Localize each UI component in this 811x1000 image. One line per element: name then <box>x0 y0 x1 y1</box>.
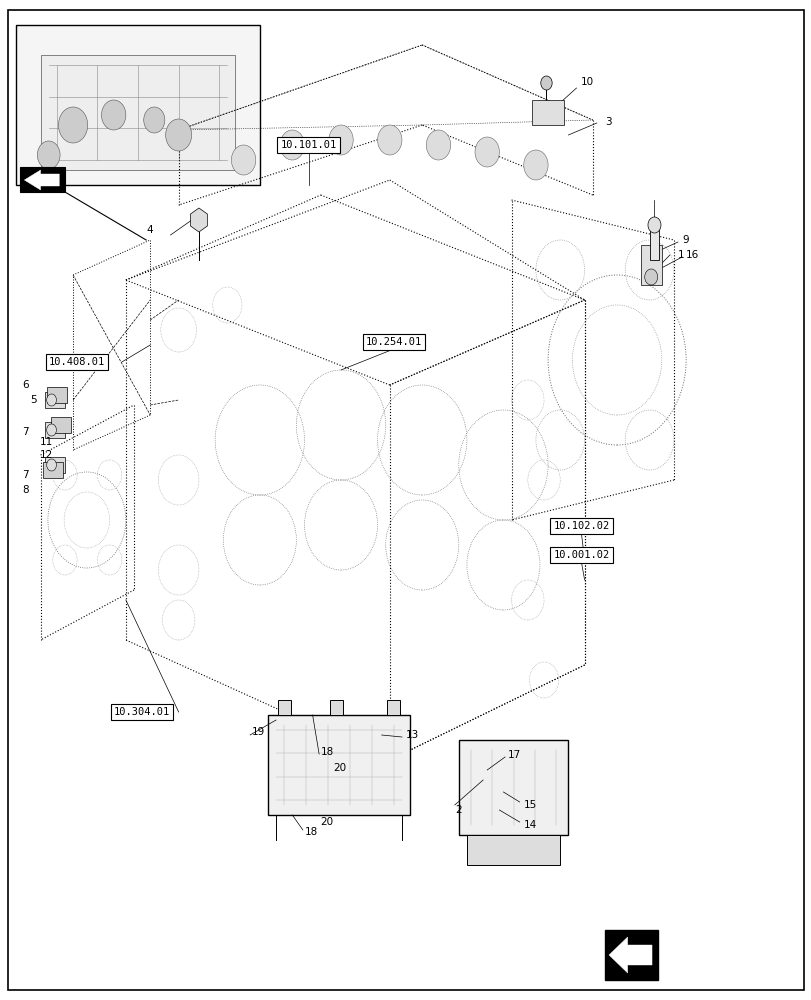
Circle shape <box>37 141 60 169</box>
Text: 18: 18 <box>320 747 333 757</box>
Text: 10.254.01: 10.254.01 <box>365 337 422 347</box>
Text: 10.102.02: 10.102.02 <box>552 521 609 531</box>
Bar <box>531 100 564 125</box>
Bar <box>45 422 65 438</box>
Text: 10.408.01: 10.408.01 <box>49 357 105 367</box>
Text: 15: 15 <box>523 800 536 810</box>
Text: 12: 12 <box>40 450 53 460</box>
Text: 10: 10 <box>580 77 593 87</box>
Circle shape <box>231 145 255 175</box>
Text: 7: 7 <box>22 427 28 437</box>
Bar <box>641 245 661 285</box>
Text: 11: 11 <box>40 437 53 447</box>
Circle shape <box>474 137 499 167</box>
Text: 3: 3 <box>604 117 611 127</box>
Circle shape <box>144 107 165 133</box>
Bar <box>649 225 659 260</box>
Polygon shape <box>191 208 207 232</box>
Circle shape <box>523 150 547 180</box>
Bar <box>466 835 560 865</box>
Text: 8: 8 <box>22 485 28 495</box>
Circle shape <box>46 424 56 436</box>
Bar <box>41 55 235 170</box>
Circle shape <box>540 76 551 90</box>
Bar <box>277 700 290 715</box>
Polygon shape <box>24 170 59 190</box>
Text: 17: 17 <box>507 750 520 760</box>
Circle shape <box>165 119 191 151</box>
Circle shape <box>46 394 56 406</box>
Text: 19: 19 <box>251 727 264 737</box>
Text: 9: 9 <box>681 235 688 245</box>
Bar <box>16 25 260 185</box>
Circle shape <box>328 125 353 155</box>
Bar <box>47 387 67 403</box>
Text: 7: 7 <box>22 470 28 480</box>
Bar <box>330 700 343 715</box>
Text: 1: 1 <box>677 250 684 260</box>
Circle shape <box>58 107 88 143</box>
Text: 6: 6 <box>22 380 28 390</box>
Text: 18: 18 <box>304 827 317 837</box>
Text: 14: 14 <box>523 820 536 830</box>
Circle shape <box>280 130 304 160</box>
Bar <box>45 457 65 473</box>
Text: 10.001.02: 10.001.02 <box>552 550 609 560</box>
Text: 20: 20 <box>320 817 333 827</box>
Bar <box>268 715 410 815</box>
Bar <box>387 700 400 715</box>
Bar <box>51 417 71 433</box>
Text: 4: 4 <box>147 225 153 235</box>
Circle shape <box>426 130 450 160</box>
Bar <box>20 167 65 192</box>
Text: 16: 16 <box>685 250 698 260</box>
Circle shape <box>46 459 56 471</box>
Text: 10.304.01: 10.304.01 <box>114 707 170 717</box>
Text: 13: 13 <box>406 730 418 740</box>
Bar <box>604 930 657 980</box>
Circle shape <box>101 100 126 130</box>
Circle shape <box>644 269 657 285</box>
Circle shape <box>647 217 660 233</box>
Polygon shape <box>608 937 651 973</box>
Text: 20: 20 <box>333 763 345 773</box>
Bar <box>458 740 568 835</box>
Circle shape <box>377 125 401 155</box>
Bar <box>43 462 62 478</box>
Bar <box>45 392 65 408</box>
Text: 10.101.01: 10.101.01 <box>280 140 337 150</box>
Text: 2: 2 <box>455 805 461 815</box>
Text: 5: 5 <box>30 395 36 405</box>
